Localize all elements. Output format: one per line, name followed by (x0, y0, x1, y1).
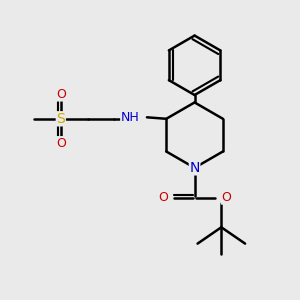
Text: O: O (56, 88, 66, 101)
Text: O: O (221, 191, 231, 204)
Text: NH: NH (121, 111, 140, 124)
Text: N: N (189, 161, 200, 175)
Text: O: O (56, 137, 66, 150)
Text: S: S (56, 112, 65, 126)
Text: O: O (158, 191, 168, 204)
